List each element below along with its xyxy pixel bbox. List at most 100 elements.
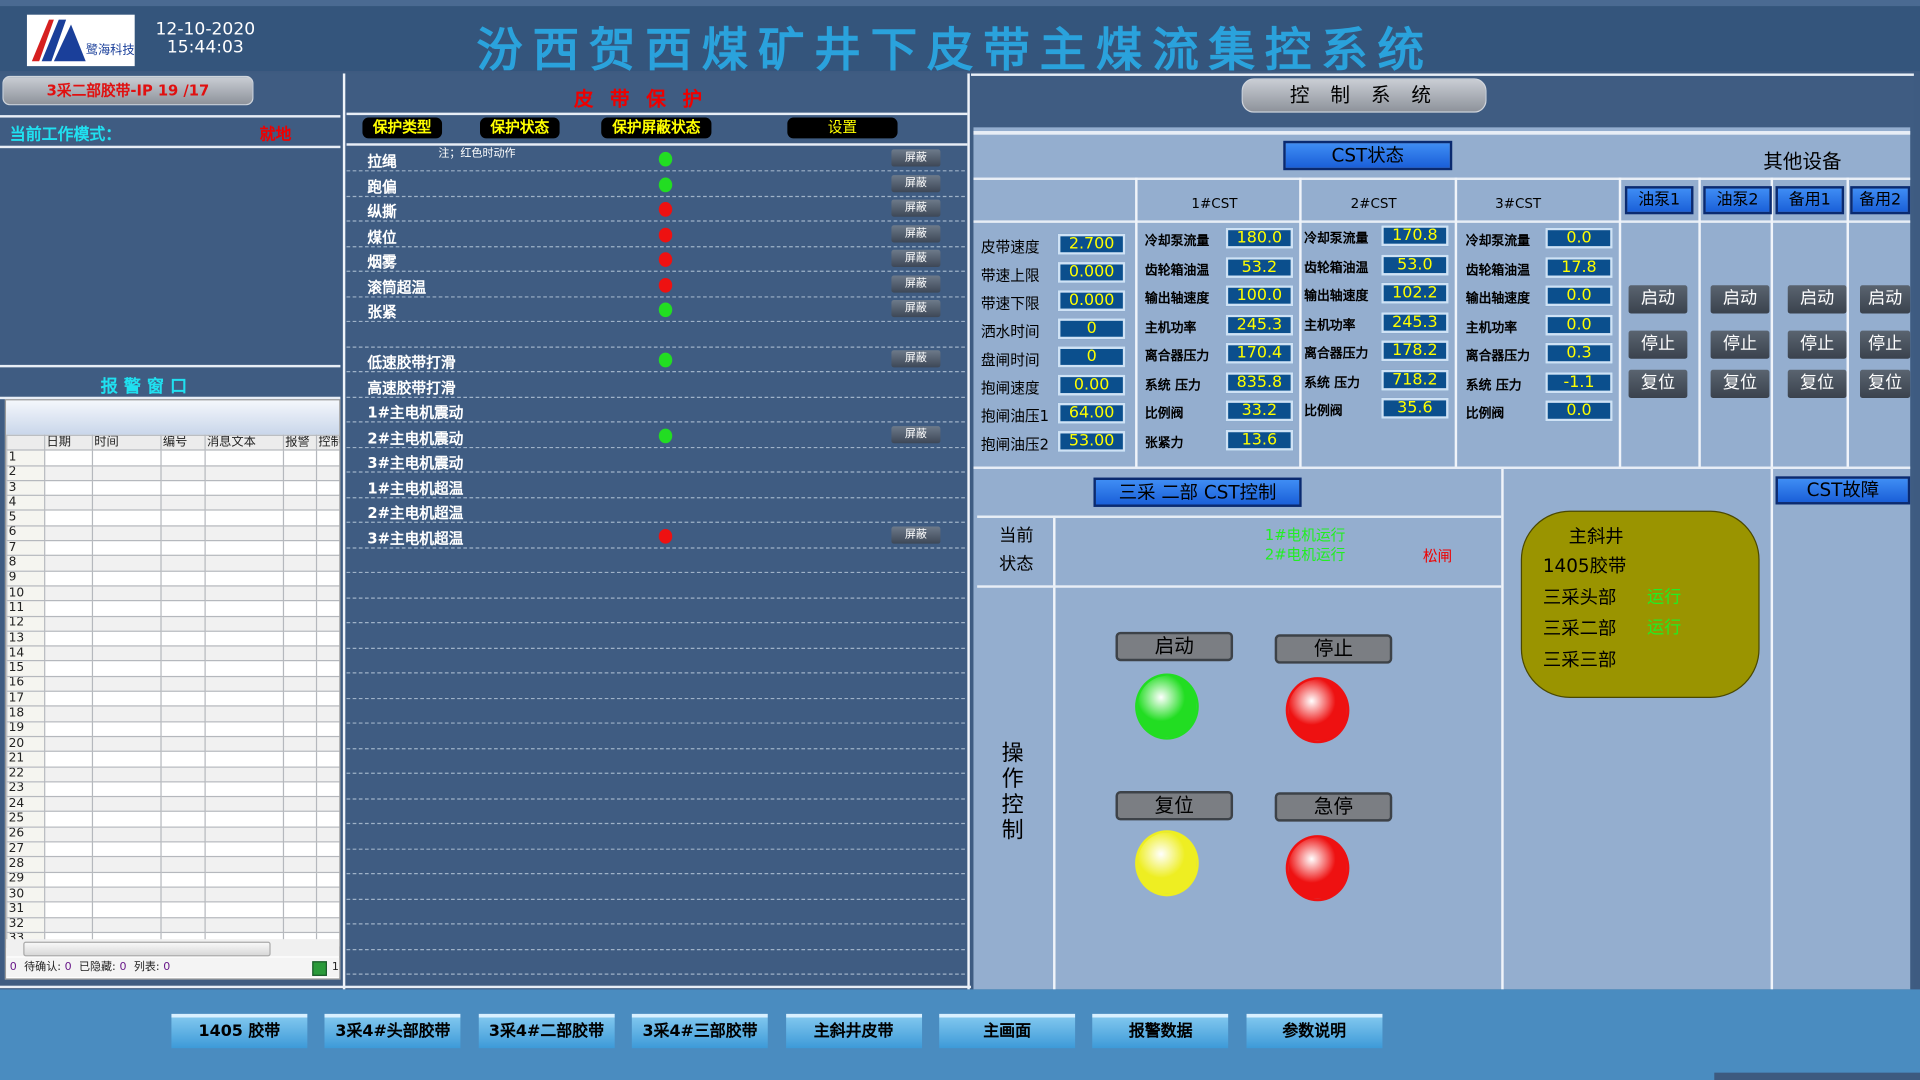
alarm-row[interactable]: 18	[6, 705, 340, 723]
alarm-row[interactable]: 13	[6, 630, 340, 647]
alarm-column-header[interactable]: 消息文本	[204, 434, 285, 451]
device-ip-button[interactable]: 3采二部胶带-IP 19 /17	[2, 75, 254, 106]
alarm-column-header[interactable]: 控制器	[315, 434, 340, 451]
nav-button[interactable]: 3采4#三部胶带	[632, 1013, 768, 1049]
nav-button[interactable]: 3采4#二部胶带	[478, 1013, 615, 1049]
network-status-icon[interactable]	[312, 961, 327, 976]
shield-button[interactable]: 屏蔽	[891, 199, 941, 217]
current-state-label-2: 状态	[999, 554, 1034, 575]
alarm-row[interactable]: 8	[6, 555, 340, 572]
alarm-column-header[interactable]: 编号	[160, 434, 206, 451]
alarm-row[interactable]: 30	[6, 886, 340, 903]
alarm-row[interactable]: 31	[6, 901, 340, 918]
device-button-3[interactable]: 备用1	[1775, 186, 1845, 215]
alarm-column-header[interactable]	[6, 434, 46, 451]
device-3-start-button[interactable]: 启动	[1787, 285, 1847, 314]
cst-status-button[interactable]: CST状态	[1283, 140, 1453, 171]
alarm-row[interactable]: 20	[6, 735, 340, 753]
row-number: 13	[6, 630, 46, 647]
alarm-row[interactable]: 5	[6, 509, 340, 527]
belt-param-label: 洒水时间	[980, 323, 1040, 341]
device-3-reset-button[interactable]: 复位	[1787, 369, 1847, 398]
shield-button[interactable]: 屏蔽	[891, 350, 941, 368]
alarm-cell	[204, 675, 285, 692]
alarm-row[interactable]: 22	[6, 765, 340, 783]
alarm-row[interactable]: 7	[6, 540, 340, 557]
alarm-row[interactable]: 29	[6, 871, 340, 888]
nav-button[interactable]: 报警数据	[1092, 1013, 1229, 1049]
belt-param-value: 2.700	[1057, 233, 1126, 255]
start-button[interactable]: 启动	[1115, 631, 1234, 662]
device-2-reset-button[interactable]: 复位	[1710, 369, 1770, 398]
alarm-row[interactable]: 3	[6, 479, 340, 497]
alarm-column-header[interactable]: 日期	[44, 434, 94, 451]
shield-button[interactable]: 屏蔽	[891, 300, 941, 318]
shield-button[interactable]: 屏蔽	[891, 149, 941, 167]
alarm-row[interactable]: 10	[6, 585, 340, 602]
device-2-start-button[interactable]: 启动	[1710, 285, 1770, 314]
device-button-2[interactable]: 油泵2	[1703, 186, 1772, 215]
alarm-column-header[interactable]: 报警	[282, 434, 318, 451]
alarm-row[interactable]: 6	[6, 525, 340, 542]
stop-button[interactable]: 停止	[1274, 634, 1393, 664]
alarm-cell	[160, 856, 206, 873]
scrollbar-thumb[interactable]	[23, 941, 271, 957]
device-1-start-button[interactable]: 启动	[1628, 285, 1688, 314]
alarm-row[interactable]: 28	[6, 856, 340, 873]
alarm-row[interactable]: 4	[6, 494, 340, 512]
cst-fault-button[interactable]: CST故障	[1775, 476, 1911, 505]
belt-param-value: 0.000	[1057, 262, 1126, 283]
device-1-stop-button[interactable]: 停止	[1628, 330, 1688, 359]
nav-button[interactable]: 3采4#头部胶带	[324, 1013, 461, 1049]
alarm-row[interactable]: 17	[6, 690, 340, 707]
device-4-start-button[interactable]: 启动	[1860, 285, 1911, 314]
alarm-row[interactable]: 14	[6, 645, 340, 662]
shield-button[interactable]: 屏蔽	[891, 425, 941, 443]
device-4-reset-button[interactable]: 复位	[1860, 369, 1911, 398]
alarm-grid[interactable]: 日期时间编号消息文本报警控制器扌123456789101112131415161…	[6, 434, 340, 948]
alarm-row[interactable]: 32	[6, 916, 340, 933]
shield-button[interactable]: 屏蔽	[891, 224, 941, 242]
device-button-4[interactable]: 备用2	[1850, 186, 1911, 215]
alarm-cell	[160, 916, 206, 933]
alarm-row[interactable]: 27	[6, 841, 340, 858]
alarm-row[interactable]: 19	[6, 720, 340, 738]
alarm-row[interactable]: 16	[6, 675, 340, 692]
shield-button[interactable]: 屏蔽	[891, 525, 941, 544]
alarm-row[interactable]: 21	[6, 750, 340, 768]
alarm-cell	[160, 765, 206, 783]
settings-button[interactable]: 设置	[787, 117, 898, 139]
shield-button[interactable]: 屏蔽	[891, 249, 941, 267]
alarm-row[interactable]: 23	[6, 780, 340, 798]
alarm-row[interactable]: 25	[6, 811, 340, 828]
nav-button[interactable]: 参数说明	[1246, 1013, 1383, 1049]
cst-param-label: 系统 压力	[1465, 377, 1522, 393]
device-1-reset-button[interactable]: 复位	[1628, 369, 1688, 398]
alarm-row[interactable]: 1	[6, 449, 340, 467]
alarm-column-header[interactable]: 时间	[91, 434, 162, 451]
device-3-stop-button[interactable]: 停止	[1787, 330, 1847, 359]
control-system-button[interactable]: 控 制 系 统	[1241, 78, 1487, 113]
alarm-table[interactable]: 日期时间编号消息文本报警控制器扌123456789101112131415161…	[4, 399, 341, 980]
emergency-stop-button[interactable]: 急停	[1274, 792, 1393, 822]
cst-param-label: 齿轮箱油温	[1465, 262, 1531, 278]
shield-button[interactable]: 屏蔽	[891, 274, 941, 293]
nav-button[interactable]: 主画面	[939, 1013, 1076, 1049]
alarm-row[interactable]: 2	[6, 464, 340, 482]
reset-button[interactable]: 复位	[1115, 791, 1234, 821]
alarm-row[interactable]: 24	[6, 796, 340, 813]
alarm-row[interactable]: 11	[6, 600, 340, 617]
alarm-row[interactable]: 26	[6, 826, 340, 843]
protection-title: 皮 带 保 护	[573, 86, 707, 111]
nav-button[interactable]: 主斜井皮带	[785, 1013, 922, 1049]
device-button-1[interactable]: 油泵1	[1624, 186, 1694, 215]
device-2-stop-button[interactable]: 停止	[1710, 330, 1770, 359]
device-4-stop-button[interactable]: 停止	[1860, 330, 1911, 359]
nav-button[interactable]: 1405 胶带	[171, 1013, 308, 1049]
alarm-row[interactable]: 12	[6, 615, 340, 632]
alarm-row[interactable]: 15	[6, 660, 340, 677]
motor2-running: 2#电机运行	[1264, 546, 1346, 564]
shield-button[interactable]: 屏蔽	[891, 174, 941, 192]
alarm-row[interactable]: 9	[6, 570, 340, 587]
horizontal-scrollbar[interactable]	[6, 939, 340, 957]
